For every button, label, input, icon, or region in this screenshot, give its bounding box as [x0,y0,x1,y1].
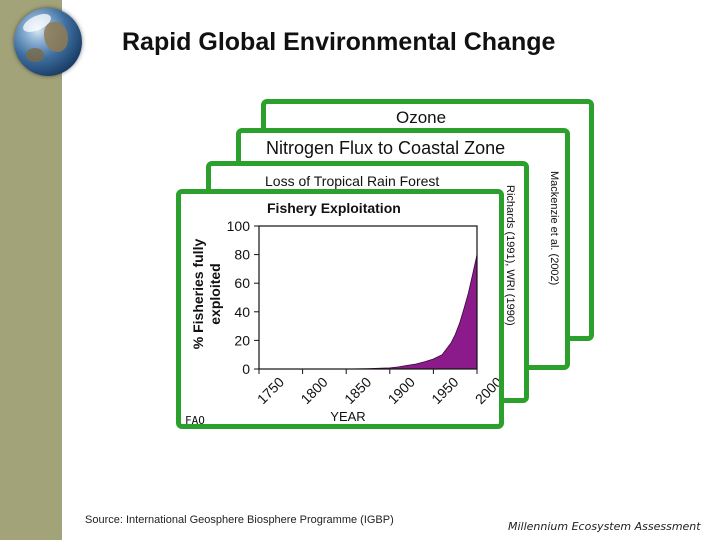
nitrogen-card-title: Nitrogen Flux to Coastal Zone [266,138,506,158]
x-tick-label: 2000 [472,374,499,407]
y-tick-label: 100 [227,218,251,234]
x-axis-label: YEAR [330,409,365,424]
series-area [259,254,478,370]
y-tick-label: 60 [234,275,250,291]
plot-frame [258,225,478,370]
y-axis-label: % Fisheries fullyexploited [190,239,223,350]
chart-title: Fishery Exploitation [267,200,401,216]
x-tick-label: 1800 [297,374,330,407]
rainforest-citation: Richards (1991), WRI (1990) [504,185,516,326]
x-tick-label: 1950 [428,374,461,407]
fao-credit: FAO [185,414,205,427]
rainforest-card-title: Loss of Tropical Rain Forest [265,173,440,189]
y-tick-label: 20 [234,332,250,348]
nitrogen-citation: Mackenzie et al. (2002) [548,171,560,286]
ozone-card-title: Ozone [396,108,447,127]
y-tick-label: 0 [242,361,250,377]
sidebar-band [0,0,62,540]
fishery-chart: 0 20 40 60 80 100 1750 1800 1850 1900 1950 2000 YEAR… [190,218,499,424]
globe-icon [14,8,82,76]
x-tick-label: 1850 [341,374,374,407]
source-note: Source: International Geosphere Biospher… [85,514,394,526]
footer-credit: Millennium Ecosystem Assessment [508,520,701,533]
x-tick-label: 1750 [254,374,287,407]
slide-title: Rapid Global Environmental Change [122,28,556,56]
y-tick-label: 40 [234,304,250,320]
y-tick-label: 80 [234,247,250,263]
fishery-card: Fishery Exploitation 0 20 40 60 80 100 1750 180… [176,189,504,429]
x-tick-label: 1900 [385,374,418,407]
